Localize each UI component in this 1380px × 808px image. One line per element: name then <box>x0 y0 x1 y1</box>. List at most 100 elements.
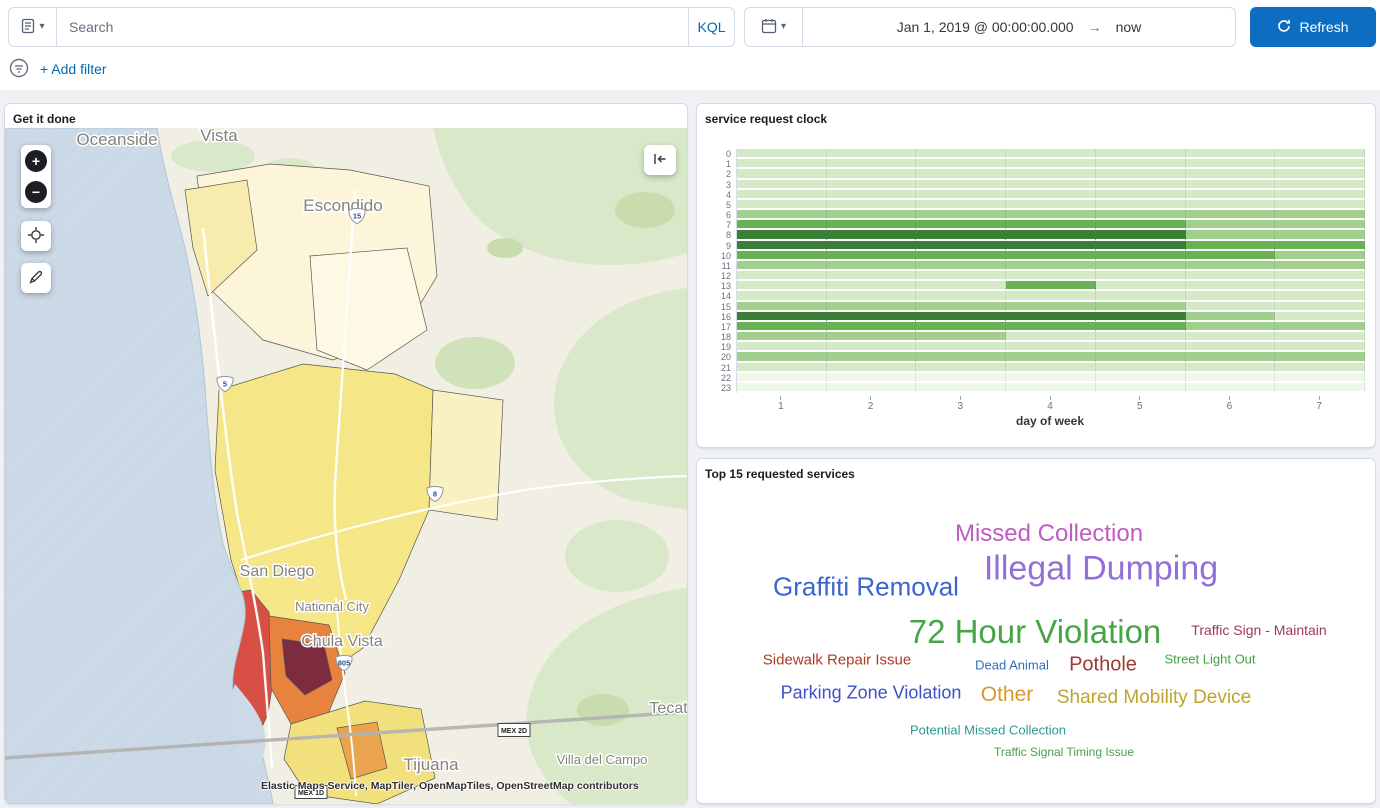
heatmap-cell-h12-d3[interactable] <box>916 271 1006 281</box>
heatmap-cell-h22-d7[interactable] <box>1275 373 1365 383</box>
heatmap-cell-h19-d2[interactable] <box>827 342 917 352</box>
heatmap-cell-h2-d3[interactable] <box>916 169 1006 179</box>
heatmap-cell-h9-d6[interactable] <box>1186 241 1276 251</box>
date-start-button[interactable]: Jan 1, 2019 @ 00:00:00.000 <box>893 17 1078 37</box>
heatmap-cell-h16-d1[interactable] <box>737 312 827 322</box>
heatmap-cell-h2-d7[interactable] <box>1275 169 1365 179</box>
heatmap-cell-h18-d6[interactable] <box>1186 332 1276 342</box>
tagcloud-word[interactable]: Traffic Sign - Maintain <box>1191 622 1326 638</box>
heatmap-cell-h23-d6[interactable] <box>1186 383 1276 393</box>
heatmap-cell-h22-d5[interactable] <box>1096 373 1186 383</box>
heatmap-cell-h3-d6[interactable] <box>1186 180 1276 190</box>
heatmap-cell-h3-d4[interactable] <box>1006 180 1096 190</box>
add-filter-button[interactable]: + Add filter <box>40 61 107 77</box>
heatmap-cell-h8-d3[interactable] <box>916 230 1006 240</box>
heatmap-cell-h21-d6[interactable] <box>1186 363 1276 373</box>
heatmap-cell-h5-d4[interactable] <box>1006 200 1096 210</box>
heatmap-cell-h23-d1[interactable] <box>737 383 827 393</box>
saved-query-menu-button[interactable]: ▾ <box>9 8 57 46</box>
tagcloud-word[interactable]: Illegal Dumping <box>984 550 1218 589</box>
heatmap-cell-h7-d6[interactable] <box>1186 220 1276 230</box>
heatmap-cell-h17-d1[interactable] <box>737 322 827 332</box>
heatmap-cell-h11-d6[interactable] <box>1186 261 1276 271</box>
heatmap-cell-h3-d5[interactable] <box>1096 180 1186 190</box>
heatmap-cell-h15-d4[interactable] <box>1006 302 1096 312</box>
heatmap-cell-h14-d3[interactable] <box>916 291 1006 301</box>
heatmap-cell-h4-d3[interactable] <box>916 190 1006 200</box>
heatmap-cell-h11-d1[interactable] <box>737 261 827 271</box>
heatmap-cell-h15-d2[interactable] <box>827 302 917 312</box>
heatmap-cell-h15-d7[interactable] <box>1275 302 1365 312</box>
heatmap-cell-h18-d2[interactable] <box>827 332 917 342</box>
heatmap-cell-h21-d5[interactable] <box>1096 363 1186 373</box>
heatmap-cell-h17-d4[interactable] <box>1006 322 1096 332</box>
heatmap-cell-h19-d1[interactable] <box>737 342 827 352</box>
heatmap-cell-h3-d3[interactable] <box>916 180 1006 190</box>
map-canvas[interactable]: OceansideVistaEscondidoSan DiegoNational… <box>5 128 687 804</box>
tagcloud-word[interactable]: Missed Collection <box>955 520 1143 548</box>
panel-title[interactable]: service request clock <box>697 104 1375 128</box>
heatmap-cell-h20-d6[interactable] <box>1186 352 1276 362</box>
map-attribution[interactable]: Elastic Maps Service, MapTiler, OpenMapT… <box>261 780 639 792</box>
heatmap-cell-h6-d6[interactable] <box>1186 210 1276 220</box>
heatmap-cell-h19-d5[interactable] <box>1096 342 1186 352</box>
heatmap-cell-h0-d4[interactable] <box>1006 149 1096 159</box>
heatmap-cell-h19-d6[interactable] <box>1186 342 1276 352</box>
tagcloud-word[interactable]: Pothole <box>1069 654 1137 677</box>
heatmap-cell-h13-d1[interactable] <box>737 281 827 291</box>
heatmap-cell-h5-d7[interactable] <box>1275 200 1365 210</box>
heatmap-cell-h18-d7[interactable] <box>1275 332 1365 342</box>
heatmap-cell-h23-d5[interactable] <box>1096 383 1186 393</box>
heatmap-cell-h3-d1[interactable] <box>737 180 827 190</box>
heatmap-cell-h20-d3[interactable] <box>916 352 1006 362</box>
heatmap-cell-h3-d7[interactable] <box>1275 180 1365 190</box>
date-end-button[interactable]: now <box>1112 17 1146 37</box>
panel-title[interactable]: Top 15 requested services <box>697 459 863 483</box>
heatmap-cell-h4-d5[interactable] <box>1096 190 1186 200</box>
tagcloud-word[interactable]: Sidewalk Repair Issue <box>763 652 911 669</box>
heatmap-cell-h23-d2[interactable] <box>827 383 917 393</box>
heatmap-cell-h21-d1[interactable] <box>737 363 827 373</box>
heatmap-cell-h16-d6[interactable] <box>1186 312 1276 322</box>
heatmap-cell-h0-d3[interactable] <box>916 149 1006 159</box>
heatmap-cell-h18-d3[interactable] <box>916 332 1006 342</box>
heatmap-cell-h18-d1[interactable] <box>737 332 827 342</box>
heatmap-cell-h13-d3[interactable] <box>916 281 1006 291</box>
heatmap-cell-h14-d2[interactable] <box>827 291 917 301</box>
heatmap-cell-h15-d1[interactable] <box>737 302 827 312</box>
heatmap-cell-h16-d4[interactable] <box>1006 312 1096 322</box>
heatmap-cell-h10-d3[interactable] <box>916 251 1006 261</box>
heatmap-cell-h4-d1[interactable] <box>737 190 827 200</box>
heatmap-cell-h8-d1[interactable] <box>737 230 827 240</box>
heatmap-cell-h12-d1[interactable] <box>737 271 827 281</box>
heatmap-cell-h2-d2[interactable] <box>827 169 917 179</box>
heatmap-cell-h9-d7[interactable] <box>1275 241 1365 251</box>
heatmap-cell-h0-d6[interactable] <box>1186 149 1276 159</box>
heatmap-cell-h8-d6[interactable] <box>1186 230 1276 240</box>
heatmap-cell-h2-d1[interactable] <box>737 169 827 179</box>
heatmap-cell-h1-d6[interactable] <box>1186 159 1276 169</box>
heatmap-cell-h14-d1[interactable] <box>737 291 827 301</box>
heatmap-cell-h10-d4[interactable] <box>1006 251 1096 261</box>
tagcloud-word[interactable]: Dead Animal <box>975 658 1049 673</box>
heatmap-cell-h22-d6[interactable] <box>1186 373 1276 383</box>
heatmap-cell-h21-d2[interactable] <box>827 363 917 373</box>
heatmap-cell-h0-d1[interactable] <box>737 149 827 159</box>
heatmap-cell-h1-d1[interactable] <box>737 159 827 169</box>
heatmap-cell-h7-d7[interactable] <box>1275 220 1365 230</box>
heatmap-cell-h17-d5[interactable] <box>1096 322 1186 332</box>
heatmap-cell-h4-d4[interactable] <box>1006 190 1096 200</box>
heatmap-cell-h15-d5[interactable] <box>1096 302 1186 312</box>
search-input[interactable] <box>57 8 688 46</box>
locate-button[interactable] <box>21 221 51 251</box>
heatmap-cell-h10-d1[interactable] <box>737 251 827 261</box>
heatmap-cell-h9-d4[interactable] <box>1006 241 1096 251</box>
heatmap-cell-h1-d5[interactable] <box>1096 159 1186 169</box>
heatmap-cell-h13-d6[interactable] <box>1186 281 1276 291</box>
heatmap-cell-h21-d4[interactable] <box>1006 363 1096 373</box>
heatmap-cell-h11-d3[interactable] <box>916 261 1006 271</box>
heatmap-cell-h12-d4[interactable] <box>1006 271 1096 281</box>
heatmap-cell-h8-d2[interactable] <box>827 230 917 240</box>
heatmap-cell-h16-d3[interactable] <box>916 312 1006 322</box>
heatmap-cell-h14-d6[interactable] <box>1186 291 1276 301</box>
